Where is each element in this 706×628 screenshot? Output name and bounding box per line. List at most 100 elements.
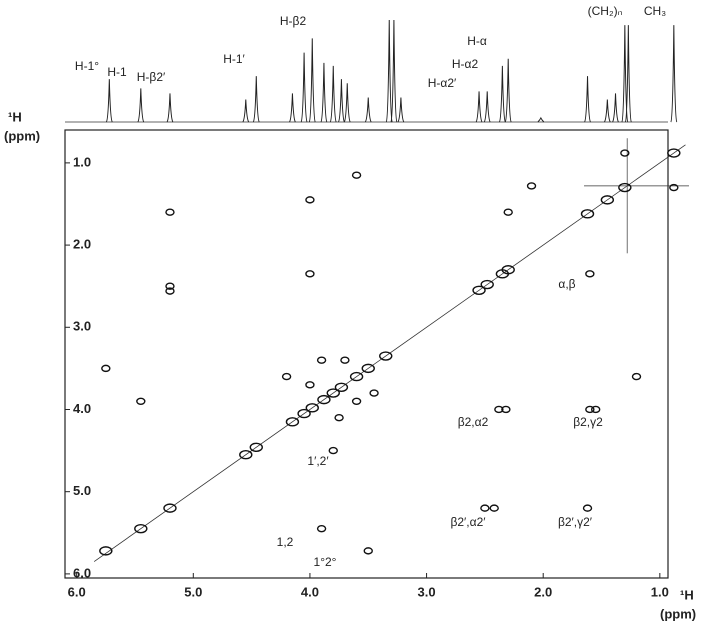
spectrum-peak xyxy=(242,99,250,123)
cross-peak xyxy=(361,363,375,374)
spectrum-peak xyxy=(337,79,345,123)
y-tick-label: 3.0 xyxy=(73,319,91,334)
spectrum-peak xyxy=(300,52,308,123)
x-axis-unit: (ppm) xyxy=(660,606,696,621)
cross-peak xyxy=(316,356,327,364)
cross-peak xyxy=(305,196,315,204)
cross-peak xyxy=(334,414,344,422)
spectrum-peak xyxy=(624,25,632,123)
cross-peak xyxy=(334,382,349,392)
cross-peak xyxy=(494,405,504,414)
cross-peak xyxy=(136,397,146,405)
cross-peak xyxy=(351,171,362,179)
cross-peak xyxy=(669,183,679,192)
spectrum-peak xyxy=(289,93,296,123)
peak-annotation: (CH₂)ₙ xyxy=(588,4,623,18)
x-tick-label: 5.0 xyxy=(184,584,202,599)
x-tick-label: 3.0 xyxy=(418,584,436,599)
peak-annotation: CH₃ xyxy=(644,4,666,18)
cross-peak xyxy=(165,287,175,295)
spectrum-peak xyxy=(364,97,372,123)
spectrum-peak xyxy=(612,93,619,123)
spectrum-peak xyxy=(137,88,145,123)
spectrum-peak xyxy=(320,62,328,123)
peak-annotation: H-β2′ xyxy=(137,70,166,84)
x-tick-label: 2.0 xyxy=(534,584,552,599)
cross-peak-label: 1′,2′ xyxy=(307,454,329,468)
cross-peak-label: 1,2 xyxy=(277,535,294,549)
cross-peak-label: β2′,α2′ xyxy=(450,515,486,529)
cross-peak xyxy=(340,356,350,364)
spectrum-peak xyxy=(308,38,316,123)
cross-peak xyxy=(328,446,338,455)
cross-peak-label: β2,α2 xyxy=(458,415,489,429)
y-tick-label: 2.0 xyxy=(73,237,91,252)
y-axis-unit: (ppm) xyxy=(4,128,40,143)
cross-peak xyxy=(501,405,511,414)
spectrum-peak xyxy=(498,65,506,123)
cross-peak xyxy=(580,209,595,219)
peak-annotation: H-α xyxy=(467,34,487,48)
cross-peak xyxy=(349,371,364,382)
cross-peak xyxy=(363,547,373,555)
spectrum-peak xyxy=(603,99,611,123)
cross-peak xyxy=(600,195,615,205)
cross-peak xyxy=(585,270,595,278)
cross-peak xyxy=(379,351,393,361)
spectrum-peak xyxy=(343,83,351,123)
peak-annotation: H-β2 xyxy=(280,14,307,28)
y-tick-label: 1.0 xyxy=(73,154,91,169)
cross-peak xyxy=(503,208,513,216)
cross-peak xyxy=(480,504,490,512)
peak-annotation: H-1 xyxy=(107,65,127,79)
cross-peak xyxy=(297,408,311,419)
cross-peak xyxy=(317,394,331,405)
spectrum-peak xyxy=(537,116,545,123)
x-tick-label: 1.0 xyxy=(651,584,669,599)
cross-peak xyxy=(163,503,177,513)
peak-annotation: H-α2′ xyxy=(428,76,457,90)
cross-peak xyxy=(526,182,537,190)
x-tick-label: 4.0 xyxy=(301,584,319,599)
cross-peak xyxy=(501,265,515,275)
cross-peak xyxy=(305,381,315,389)
cross-peak xyxy=(618,182,632,193)
cross-peak xyxy=(99,546,113,556)
spectrum-peak xyxy=(390,19,398,123)
peak-annotation: H-1° xyxy=(75,59,99,73)
cross-peak xyxy=(667,148,681,158)
y-axis-label: ¹H xyxy=(8,109,22,124)
spectrum-peak xyxy=(329,65,337,123)
cross-peak xyxy=(285,417,300,427)
cross-peak xyxy=(369,389,379,397)
spectrum-peak xyxy=(483,91,491,123)
cross-peak xyxy=(305,270,315,278)
spectrum-peak xyxy=(504,58,512,123)
cross-peak xyxy=(585,405,595,414)
cross-peak xyxy=(472,285,486,295)
cross-peak-label: 1°2° xyxy=(314,555,337,569)
cross-peak xyxy=(351,397,362,405)
cross-peak xyxy=(165,282,175,290)
cross-peak-label: α,β xyxy=(558,277,575,291)
cross-peak xyxy=(305,403,319,413)
cross-peak xyxy=(101,364,111,373)
cross-peak xyxy=(620,149,630,157)
spectrum-peak xyxy=(670,25,678,123)
spectrum-peak xyxy=(397,97,405,123)
y-tick-label: 5.0 xyxy=(73,483,91,498)
y-tick-label: 4.0 xyxy=(73,401,91,416)
cross-peak xyxy=(480,279,494,290)
cross-peak xyxy=(590,405,601,414)
spectrum-peak xyxy=(105,79,113,123)
cross-peak xyxy=(281,372,292,381)
spectrum-peak xyxy=(584,76,591,123)
y-tick-label: 6.0 xyxy=(73,565,91,580)
x-axis-label: ¹H xyxy=(680,587,694,602)
x-tick-label: 6.0 xyxy=(68,584,86,599)
cross-peak xyxy=(249,442,263,452)
cross-peak xyxy=(316,524,327,533)
spectrum-peak xyxy=(166,93,174,123)
plot-frame xyxy=(64,129,669,579)
